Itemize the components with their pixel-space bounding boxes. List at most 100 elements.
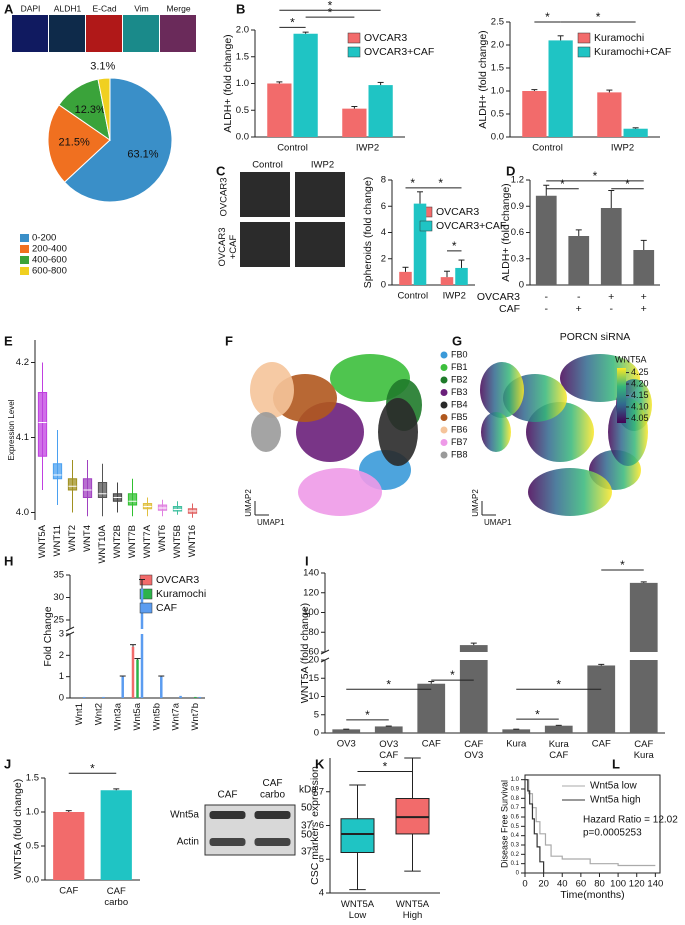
image-label: Merge <box>166 3 190 13</box>
bar <box>102 696 105 698</box>
y-axis-title: Fold Change <box>42 606 54 666</box>
legend-label: Kuramochi <box>156 588 206 600</box>
bar <box>597 92 622 137</box>
panel-letter: B <box>236 1 245 16</box>
condition-value: + <box>641 291 647 303</box>
significance-label: * <box>328 0 333 12</box>
bar <box>502 729 531 733</box>
slice-label: 63.1% <box>127 148 158 160</box>
x-tick-label: CAF <box>592 739 611 750</box>
legend-swatch <box>440 364 448 371</box>
panel-letter: I <box>305 553 309 568</box>
text-line: carbo <box>260 789 285 800</box>
legend-swatch <box>577 46 591 58</box>
bar <box>368 85 393 137</box>
x-tick-label: 40 <box>557 879 568 890</box>
y-tick-label: 0.6 <box>511 815 520 821</box>
y-tick-label: 0.1 <box>511 861 520 867</box>
y-tick-label: 0 <box>314 728 319 739</box>
legend-label: Wnt5a low <box>590 781 637 792</box>
bar <box>82 696 86 698</box>
panel-letter: G <box>452 333 462 348</box>
legend-label: FB6 <box>451 424 468 434</box>
text-line: OVCAR3 <box>217 227 228 266</box>
x-tick-label: OV3 <box>337 739 356 750</box>
y-tick-label: 1.0 <box>236 78 249 89</box>
bar <box>293 33 318 138</box>
bar <box>374 726 403 733</box>
image-label: ALDH1 <box>54 3 82 13</box>
x-tick-label: WNT10A <box>97 524 108 563</box>
y-tick-label: 0.3 <box>511 843 520 849</box>
y-tick-label: 0.9 <box>511 787 520 793</box>
x-axis-title: PORCN siRNA <box>560 331 631 343</box>
marker-label: 37 <box>301 847 313 858</box>
condition-value: - <box>545 291 549 303</box>
text-line: CAF <box>634 739 653 750</box>
micrograph <box>86 15 122 52</box>
image-label: IWP2 <box>311 160 334 171</box>
panel-letter: L <box>612 756 620 771</box>
x-tick-label: Wnt7a <box>171 702 182 730</box>
cell-cluster <box>251 412 281 452</box>
y-tick-label: 0.3 <box>511 253 524 264</box>
marker-label: 37 <box>301 821 313 832</box>
legend-label: OVCAR3 <box>364 32 407 44</box>
legend-label: FB4 <box>451 399 468 409</box>
legend-swatch <box>139 602 153 614</box>
cell-cluster <box>480 362 524 418</box>
x-tick-label: CAF carbo <box>104 886 128 908</box>
legend-label: OVCAR3 <box>156 574 199 586</box>
image-label: DAPI <box>21 3 41 13</box>
text-line: OV3 <box>464 749 483 760</box>
x-tick-label: Wnt5b <box>151 703 162 730</box>
x-tick-label: Kura <box>506 739 527 750</box>
image-label: OVCAR3 <box>219 177 230 216</box>
legend-swatch <box>440 426 448 434</box>
text-line: WNT5A <box>396 899 430 910</box>
y-tick-label: 0.4 <box>511 833 520 839</box>
y-axis-title: ALDH+ (fold change) <box>500 183 512 281</box>
bar <box>399 271 412 285</box>
box <box>172 506 183 512</box>
significance-label: * <box>410 176 415 190</box>
bar <box>160 676 163 698</box>
y-tick-label: 0.5 <box>491 109 504 120</box>
slice-label: 21.5% <box>59 137 90 149</box>
x-tick-label: Wnt7b <box>190 703 201 730</box>
text-line: Kura <box>634 749 655 760</box>
marker-label: 50 <box>301 803 313 814</box>
bar <box>568 236 590 285</box>
micrograph <box>49 15 85 52</box>
panel-letter: J <box>4 756 11 771</box>
y-tick-label: 20 <box>308 655 319 666</box>
legend-label: 0-200 <box>32 233 56 244</box>
y-axis-title: Expression Level <box>7 399 16 460</box>
panel-letter: H <box>4 553 13 568</box>
annotation: p=0.0005253 <box>583 828 642 839</box>
significance-label: * <box>535 707 540 721</box>
y-tick-label: 0.6 <box>511 227 524 238</box>
legend-swatch <box>440 451 448 459</box>
y-tick-label: 7 <box>319 786 324 797</box>
x-tick-label: WNT5A Low <box>341 899 375 921</box>
panel-letter: D <box>506 163 515 178</box>
legend-swatch <box>20 234 29 242</box>
legend-label: FB1 <box>451 362 468 372</box>
y-axis-title: UMAP2 <box>471 489 480 517</box>
x-axis-title: Time(months) <box>560 889 624 901</box>
y-tick-label: 25 <box>53 615 64 626</box>
legend-swatch <box>139 588 153 600</box>
legend-swatch <box>440 401 448 409</box>
legend-swatch <box>20 256 29 264</box>
y-axis-title: WNT5A (fold change) <box>299 603 311 703</box>
y-tick-label: 3 <box>59 629 64 640</box>
significance-label: * <box>383 760 388 774</box>
plot-frame <box>524 774 661 874</box>
bar <box>440 277 454 285</box>
cell-cluster <box>378 398 418 466</box>
legend-swatch <box>440 414 448 421</box>
bar <box>417 683 446 733</box>
x-tick-label: Kura CAF <box>549 739 570 761</box>
significance-label: * <box>620 558 625 572</box>
